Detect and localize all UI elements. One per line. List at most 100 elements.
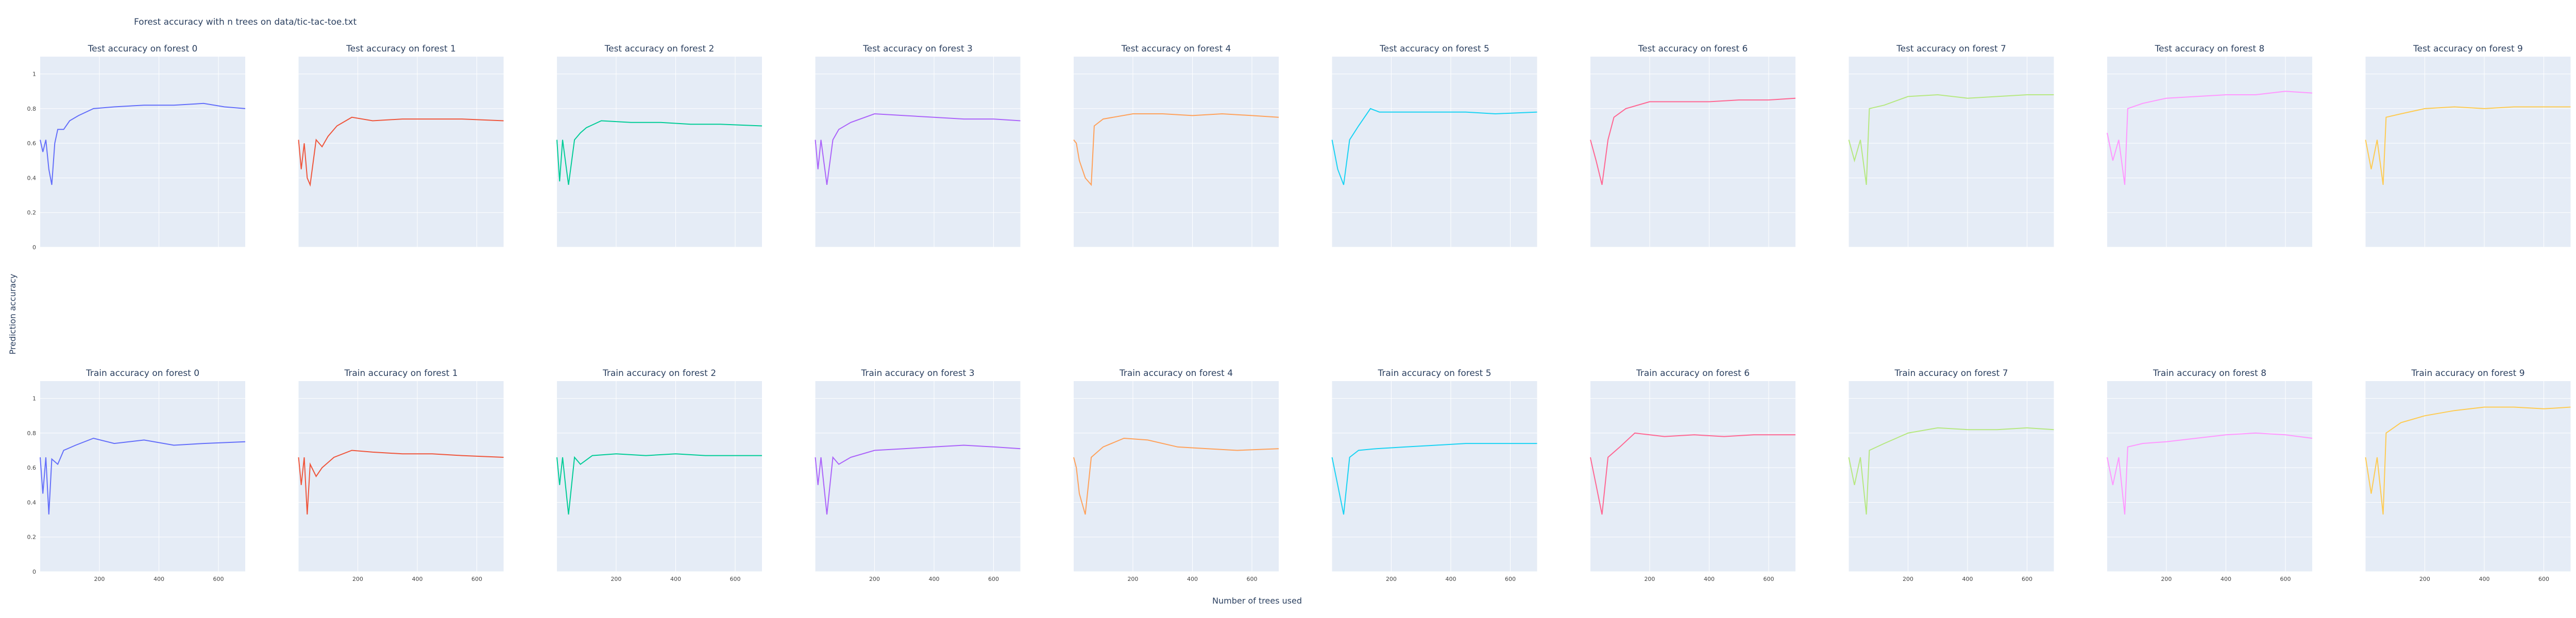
train-forest-0-subplot: 0 0.2 0.4 0.6 0.8 1 200 400 600 Train accuracy on… bbox=[27, 368, 246, 582]
x-tick-label: 200 bbox=[94, 576, 105, 582]
test-forest-0-plot-area bbox=[40, 57, 245, 247]
test-forest-8-series-line bbox=[2107, 91, 2313, 185]
subplot-grid: 0 0.2 0.4 0.6 0.8 1 Test accuracy on forest 0 T… bbox=[27, 44, 2571, 582]
test-forest-6-subplot: Test accuracy on forest 6 bbox=[1590, 44, 1796, 248]
train-forest-3-plot-area bbox=[815, 381, 1021, 572]
test-forest-7-subplot: Test accuracy on forest 7 bbox=[1848, 44, 2054, 248]
test-forest-1-series-line bbox=[298, 116, 504, 187]
test-forest-5-title: Test accuracy on forest 5 bbox=[1379, 44, 1489, 54]
y-tick-label: 0.8 bbox=[27, 106, 37, 112]
train-forest-5-subplot: 200 400 600 Train accuracy on forest 5 bbox=[1331, 368, 1537, 582]
x-axis-label: Number of trees used bbox=[1212, 596, 1302, 606]
test-forest-5-subplot: Test accuracy on forest 5 bbox=[1331, 44, 1537, 248]
x-tick-label: 400 bbox=[2479, 576, 2489, 582]
x-tick-label: 600 bbox=[471, 576, 482, 582]
y-tick-label: 0.2 bbox=[27, 534, 37, 541]
test-forest-9-subplot: Test accuracy on forest 9 bbox=[2365, 44, 2571, 248]
test-forest-7-title: Test accuracy on forest 7 bbox=[1896, 44, 2006, 54]
test-forest-7-series-line bbox=[1848, 94, 2054, 185]
x-tick-label: 400 bbox=[1704, 576, 1715, 582]
x-tick-label: 200 bbox=[352, 576, 363, 582]
train-forest-3-subplot: 200 400 600 Train accuracy on forest 3 bbox=[815, 368, 1021, 582]
train-forest-1-series-line bbox=[298, 450, 504, 515]
test-forest-9-title: Test accuracy on forest 9 bbox=[2413, 44, 2523, 54]
train-forest-7-subplot: 200 400 600 Train accuracy on forest 7 bbox=[1848, 368, 2054, 582]
train-forest-9-title: Train accuracy on forest 9 bbox=[2411, 368, 2524, 379]
x-tick-label: 200 bbox=[611, 576, 621, 582]
test-forest-4-plot-area bbox=[1074, 57, 1279, 247]
test-forest-4-title: Test accuracy on forest 4 bbox=[1121, 44, 1231, 54]
train-forest-4-subplot: 200 400 600 Train accuracy on forest 4 bbox=[1073, 368, 1279, 582]
y-tick-label: 0.4 bbox=[27, 499, 37, 506]
train-forest-8-subplot: 200 400 600 Train accuracy on forest 8 bbox=[2107, 368, 2313, 582]
train-forest-7-plot-area bbox=[1849, 381, 2054, 572]
y-tick-label: 1 bbox=[32, 396, 36, 402]
test-forest-6-title: Test accuracy on forest 6 bbox=[1638, 44, 1748, 54]
train-forest-1-plot-area bbox=[298, 381, 504, 572]
test-forest-8-plot-area bbox=[2107, 57, 2312, 247]
test-forest-2-title: Test accuracy on forest 2 bbox=[604, 44, 715, 54]
train-forest-3-series-line bbox=[815, 444, 1021, 515]
x-tick-label: 200 bbox=[1644, 576, 1655, 582]
test-forest-3-series-line bbox=[815, 113, 1021, 185]
x-tick-label: 400 bbox=[2221, 576, 2231, 582]
y-tick-label: 0.6 bbox=[27, 465, 37, 471]
x-tick-label: 400 bbox=[670, 576, 681, 582]
train-forest-8-series-line bbox=[2107, 432, 2313, 515]
y-tick-label: 0.6 bbox=[27, 140, 37, 147]
train-forest-9-series-line bbox=[2365, 406, 2571, 515]
test-forest-3-title: Test accuracy on forest 3 bbox=[862, 44, 973, 54]
test-forest-8-subplot: Test accuracy on forest 8 bbox=[2107, 44, 2313, 248]
train-forest-1-title: Train accuracy on forest 1 bbox=[344, 368, 457, 379]
train-forest-0-plot-area bbox=[40, 381, 245, 572]
x-tick-label: 200 bbox=[869, 576, 880, 582]
x-tick-label: 600 bbox=[2538, 576, 2549, 582]
x-tick-label: 400 bbox=[412, 576, 422, 582]
y-tick-label: 0 bbox=[32, 569, 36, 575]
test-forest-9-series-line bbox=[2365, 106, 2571, 185]
x-tick-label: 600 bbox=[1764, 576, 1774, 582]
train-forest-0-series-line bbox=[40, 437, 246, 515]
test-forest-0-subplot: 0 0.2 0.4 0.6 0.8 1 Test accuracy on forest 0 bbox=[27, 44, 246, 251]
x-tick-label: 400 bbox=[154, 576, 164, 582]
train-forest-3-title: Train accuracy on forest 3 bbox=[860, 368, 974, 379]
y-tick-label: 0.4 bbox=[27, 175, 37, 181]
test-forest-4-series-line bbox=[1073, 113, 1279, 186]
test-forest-5-plot-area bbox=[1332, 57, 1537, 247]
x-tick-label: 600 bbox=[213, 576, 224, 582]
test-forest-8-title: Test accuracy on forest 8 bbox=[2155, 44, 2265, 54]
train-forest-9-plot-area bbox=[2365, 381, 2571, 572]
test-forest-3-plot-area bbox=[815, 57, 1021, 247]
train-forest-4-series-line bbox=[1073, 437, 1279, 515]
train-forest-4-title: Train accuracy on forest 4 bbox=[1119, 368, 1233, 379]
train-forest-5-title: Train accuracy on forest 5 bbox=[1377, 368, 1491, 379]
y-tick-label: 0.8 bbox=[27, 430, 37, 437]
train-forest-5-plot-area bbox=[1332, 381, 1537, 572]
chart-title: Forest accuracy with n trees on data/tic… bbox=[134, 17, 357, 27]
test-forest-5-series-line bbox=[1331, 108, 1537, 185]
test-forest-1-subplot: Test accuracy on forest 1 bbox=[298, 44, 504, 248]
x-tick-label: 600 bbox=[988, 576, 999, 582]
x-tick-label: 600 bbox=[730, 576, 741, 582]
y-axis-label: Prediction accuracy bbox=[8, 274, 18, 355]
y-tick-label: 0 bbox=[32, 244, 36, 251]
test-forest-6-series-line bbox=[1590, 97, 1796, 185]
y-tick-label: 0.2 bbox=[27, 210, 37, 216]
x-tick-label: 600 bbox=[1505, 576, 1516, 582]
x-tick-label: 200 bbox=[1903, 576, 1913, 582]
train-forest-7-series-line bbox=[1848, 427, 2054, 515]
train-forest-2-plot-area bbox=[557, 381, 762, 572]
train-forest-9-subplot: 200 400 600 Train accuracy on forest 9 bbox=[2365, 368, 2571, 582]
test-forest-6-plot-area bbox=[1590, 57, 1795, 247]
x-tick-label: 200 bbox=[2161, 576, 2172, 582]
train-forest-8-plot-area bbox=[2107, 381, 2312, 572]
x-tick-label: 600 bbox=[2022, 576, 2032, 582]
train-forest-5-series-line bbox=[1331, 443, 1537, 515]
test-forest-1-title: Test accuracy on forest 1 bbox=[346, 44, 456, 54]
test-forest-4-subplot: Test accuracy on forest 4 bbox=[1073, 44, 1279, 248]
train-forest-1-subplot: 200 400 600 Train accuracy on forest 1 bbox=[298, 368, 504, 582]
test-forest-7-plot-area bbox=[1849, 57, 2054, 247]
x-tick-label: 200 bbox=[1386, 576, 1397, 582]
test-forest-2-series-line bbox=[556, 120, 762, 185]
train-forest-8-title: Train accuracy on forest 8 bbox=[2153, 368, 2266, 379]
